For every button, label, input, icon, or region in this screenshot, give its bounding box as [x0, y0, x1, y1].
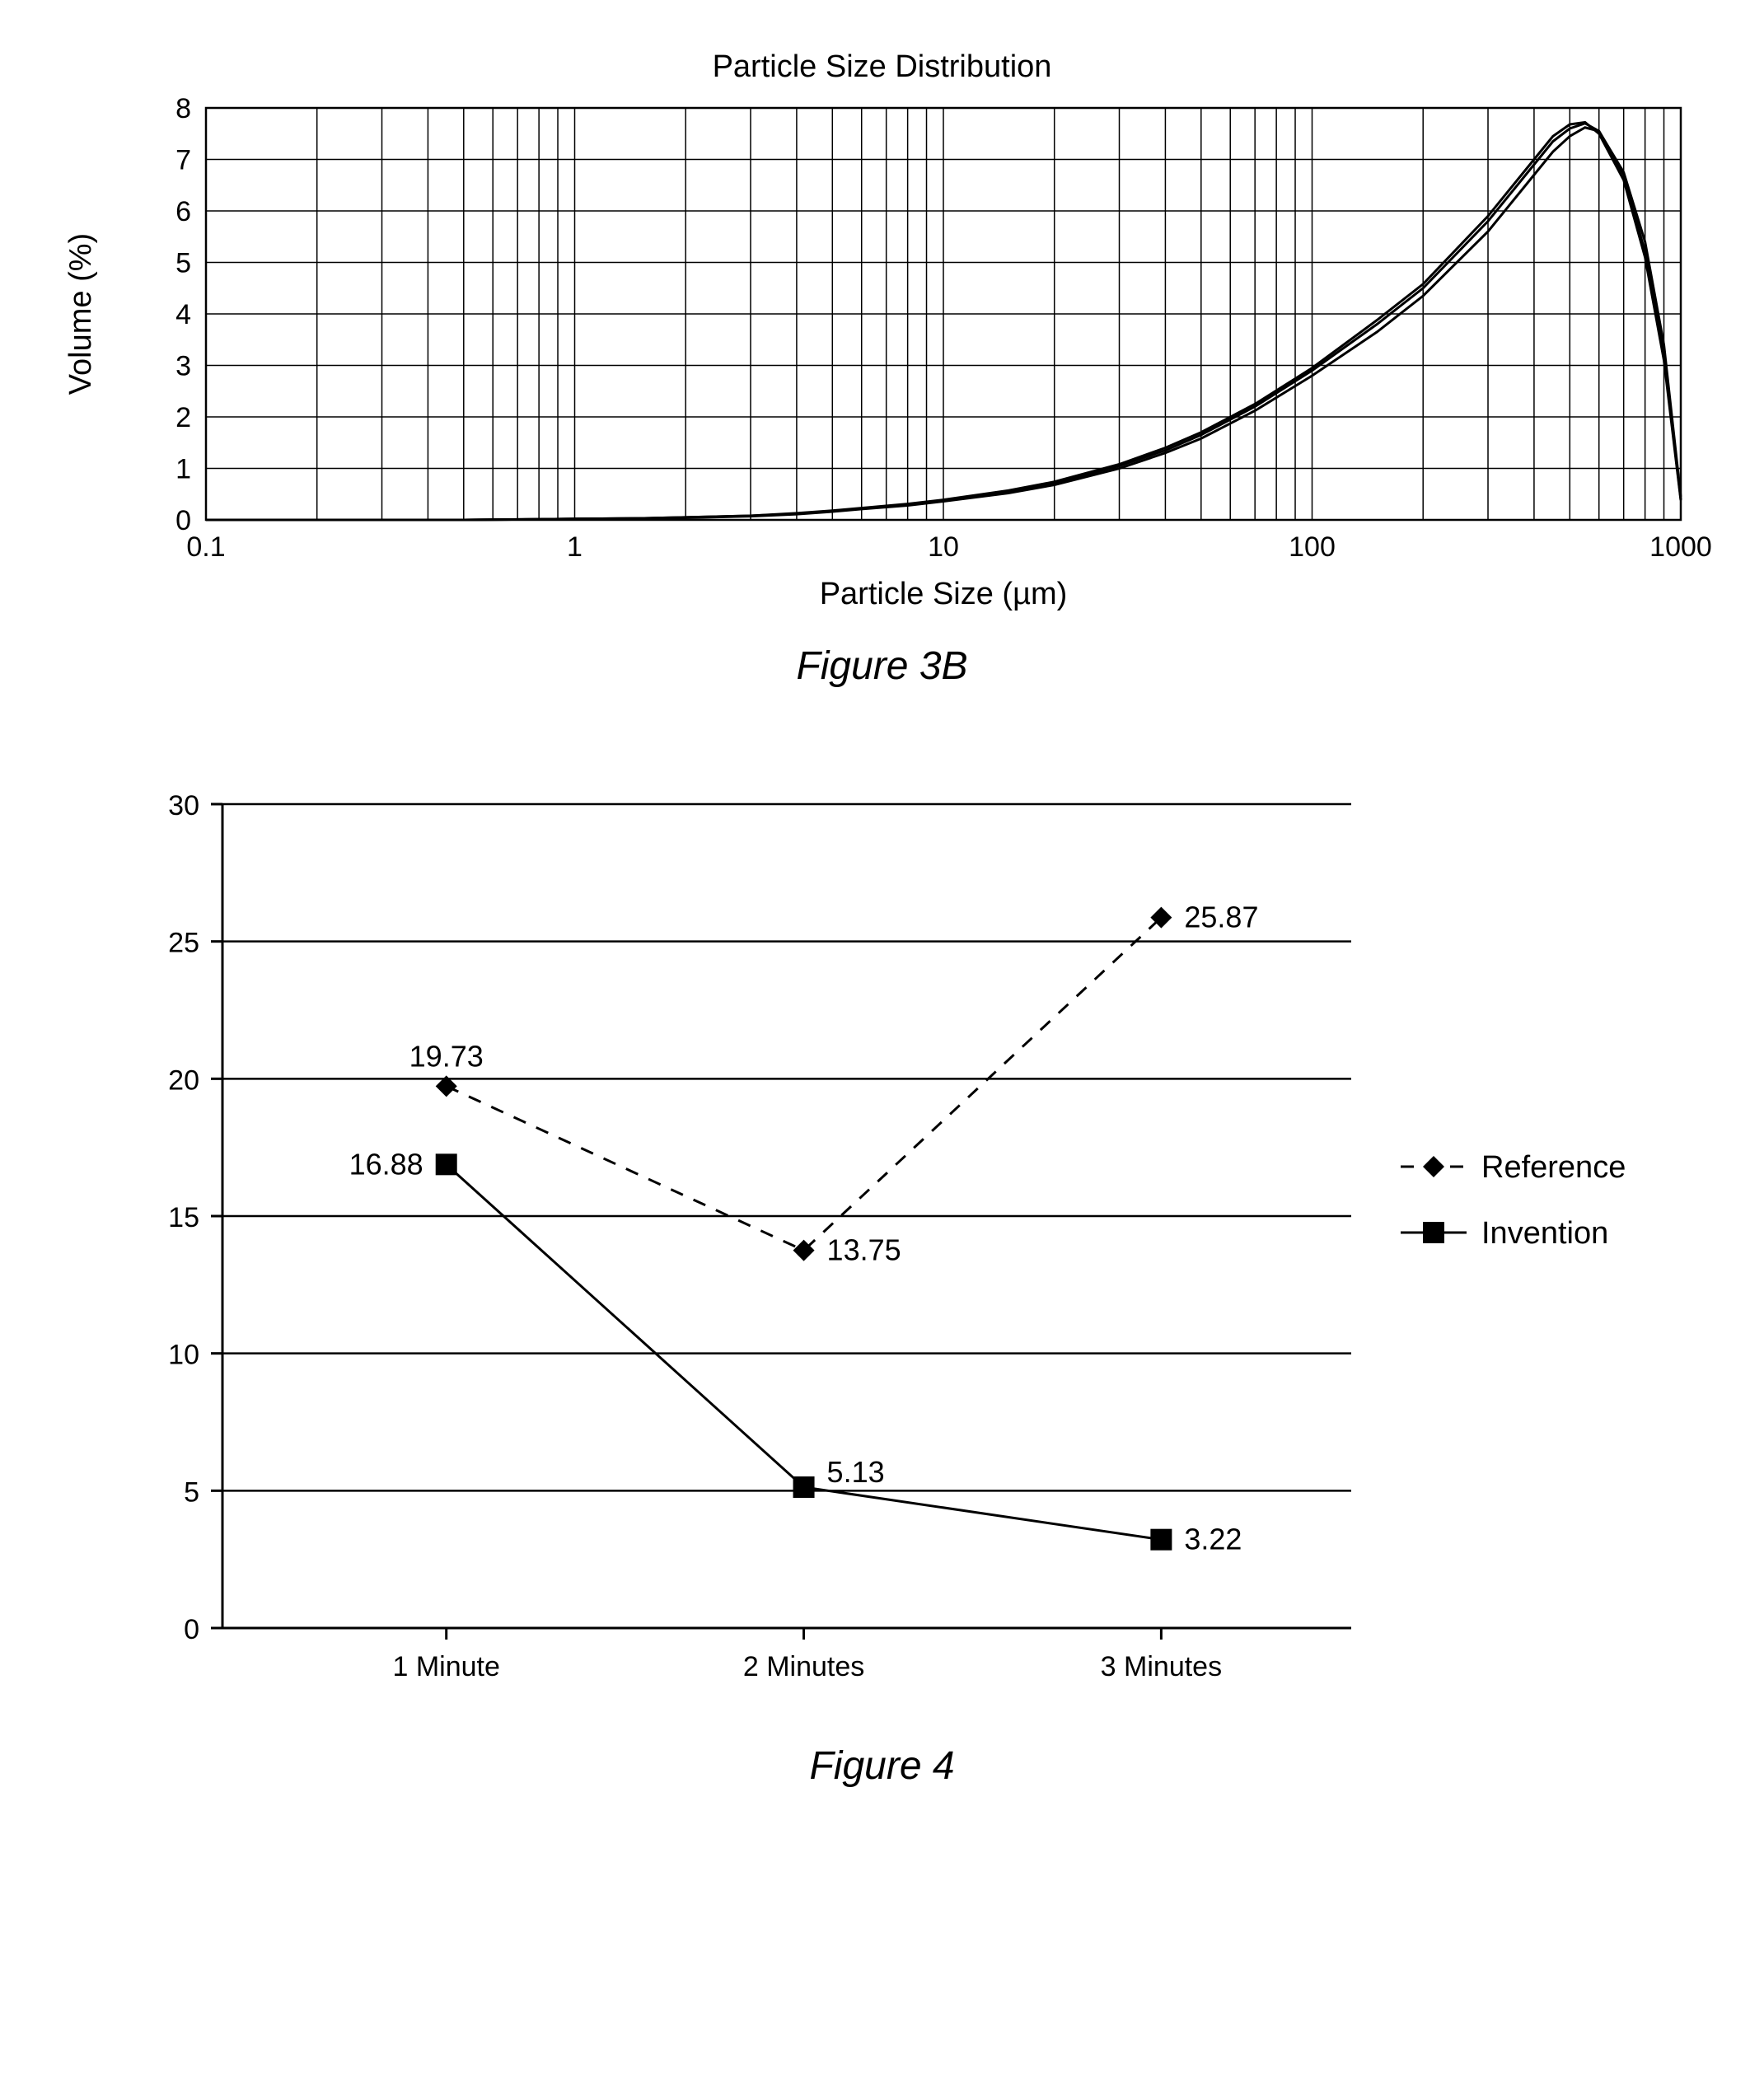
svg-text:6: 6 [175, 196, 191, 227]
svg-text:25.87: 25.87 [1184, 901, 1258, 934]
svg-text:Volume (%): Volume (%) [63, 233, 98, 395]
svg-text:25: 25 [168, 928, 199, 959]
svg-text:5: 5 [184, 1476, 199, 1508]
figure-3b-block: Particle Size Distribution 0.11101001000… [33, 49, 1731, 689]
svg-text:Particle Size (µm): Particle Size (µm) [820, 577, 1068, 611]
figure-4-block: 0 5 10 15 20 25 30 1 Minute 2 Minutes 3 Minutes 19… [33, 771, 1731, 1789]
svg-text:0.1: 0.1 [186, 531, 225, 563]
svg-text:5.13: 5.13 [827, 1455, 885, 1489]
svg-text:20: 20 [168, 1064, 199, 1096]
svg-text:15: 15 [168, 1202, 199, 1233]
svg-text:2 Minutes: 2 Minutes [743, 1651, 864, 1682]
figure-3b-caption: Figure 3B [33, 643, 1731, 689]
svg-text:3: 3 [175, 351, 191, 382]
svg-text:0: 0 [184, 1614, 199, 1645]
figure-3b-chart: 0.1 1 10 100 1000 0 1 2 3 4 5 6 7 8 Particle Size (µm)… [33, 91, 1731, 619]
svg-text:1000: 1000 [1649, 531, 1712, 563]
svg-text:1: 1 [175, 454, 191, 485]
svg-text:0: 0 [175, 505, 191, 536]
svg-text:Reference: Reference [1481, 1150, 1626, 1185]
svg-text:19.73: 19.73 [409, 1039, 484, 1073]
svg-text:16.88: 16.88 [349, 1147, 423, 1181]
svg-text:10: 10 [928, 531, 959, 563]
figure-3b-title: Particle Size Distribution [33, 49, 1731, 85]
svg-text:Invention: Invention [1481, 1216, 1608, 1251]
svg-text:7: 7 [175, 145, 191, 176]
svg-text:10: 10 [168, 1340, 199, 1371]
svg-text:8: 8 [175, 93, 191, 124]
svg-text:5: 5 [175, 248, 191, 279]
svg-text:1 Minute: 1 Minute [393, 1651, 500, 1682]
svg-text:2: 2 [175, 402, 191, 433]
figure-4-caption: Figure 4 [33, 1743, 1731, 1789]
figure-3b-svg: 0.1 1 10 100 1000 0 1 2 3 4 5 6 7 8 Particle Size (µm)… [33, 91, 1730, 619]
svg-text:1: 1 [567, 531, 583, 563]
svg-text:100: 100 [1289, 531, 1336, 563]
figure-4-svg: 0 5 10 15 20 25 30 1 Minute 2 Minutes 3 Minutes 19… [33, 771, 1730, 1719]
svg-text:3 Minutes: 3 Minutes [1101, 1651, 1222, 1682]
figure-4-chart: 0 5 10 15 20 25 30 1 Minute 2 Minutes 3 Minutes 19… [33, 771, 1731, 1719]
svg-text:3.22: 3.22 [1184, 1523, 1242, 1556]
svg-text:13.75: 13.75 [827, 1233, 901, 1267]
svg-text:30: 30 [168, 790, 199, 821]
svg-text:4: 4 [175, 299, 191, 330]
